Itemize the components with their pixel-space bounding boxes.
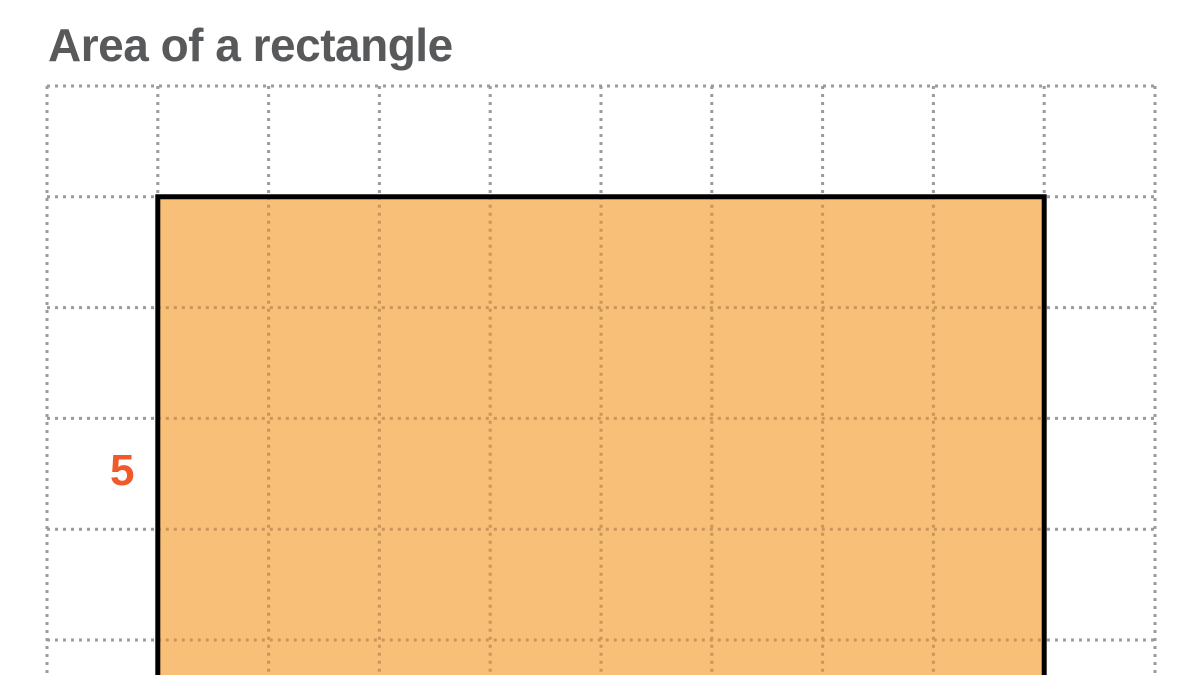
side-length-label: 5	[110, 446, 135, 495]
rectangle	[157, 196, 1045, 675]
rectangle-border	[155, 194, 1047, 675]
diagram-title: Area of a rectangle	[48, 19, 453, 71]
grid-lines-inside-rectangle	[157, 196, 1045, 675]
